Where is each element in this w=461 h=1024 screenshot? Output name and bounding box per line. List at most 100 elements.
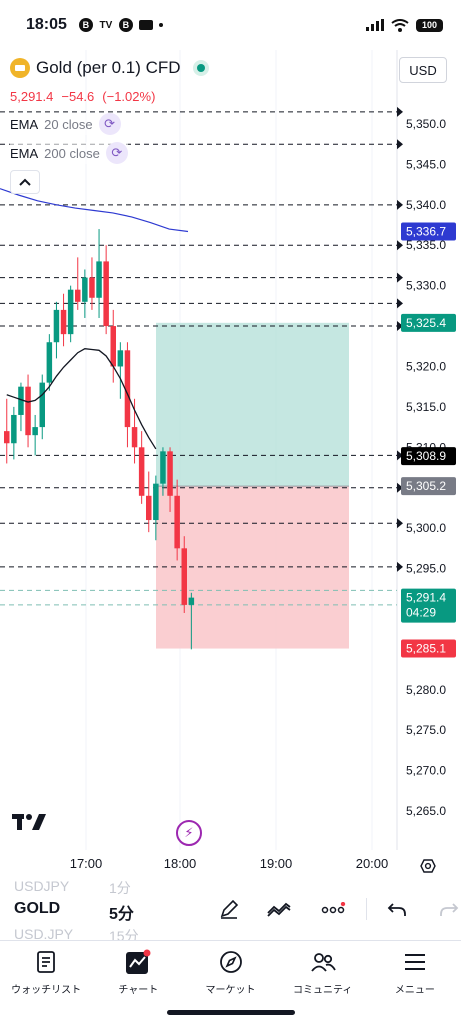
level-arrow-icon [397,518,403,529]
nav-watchlist[interactable]: ウォッチリスト [0,941,92,1024]
price-label-value: 5,325.4 [406,316,446,330]
dot-icon [158,23,163,27]
level-arrow-icon [397,561,403,572]
candle-body [46,342,53,383]
price-tick-label: 5,345.0 [406,157,446,171]
nav-chart[interactable]: チャート [92,941,184,1024]
more-options-icon[interactable] [320,896,346,922]
price-change-pct: (−1.02%) [102,89,156,104]
candle-body [117,350,124,367]
nav-label: マーケット [205,985,256,996]
candle-body [188,597,195,605]
level-arrow-icon [397,139,403,150]
compass-icon [218,949,244,975]
status-time: 18:05 [26,16,67,33]
price-label-value: 5,305.2 [406,479,446,493]
card-icon [138,20,153,30]
nav-menu[interactable]: メニュー [369,941,461,1024]
price-label-badge [401,477,456,496]
indicators-icon[interactable] [266,896,292,922]
interval-picker[interactable]: 5分 [109,906,134,923]
price-label-badge [401,639,456,658]
interval-ghost: 1分 [109,880,131,896]
gold-bar-icon [10,58,30,78]
redo-icon[interactable] [436,896,461,922]
price-chart[interactable]: 5,350.0 5,345.0 5,340.0 5,335.0 5,330.0 5,325… [0,50,461,850]
candle-body [146,495,152,521]
time-axis: 17:00 18:00 19:00 20:00 [0,852,461,878]
chart-toolbar: USDJPY 1分 GOLD 5分 USD.JPY 15分 [0,878,461,944]
tradingview-logo [12,812,48,837]
candle-body [167,451,173,496]
candle-body [89,277,95,298]
candle-body [181,548,187,605]
signal-icon [366,19,384,31]
countdown-label: 04:29 [406,606,436,620]
price-tick-label: 5,280.0 [406,683,446,697]
tradingview-app-icon: TV [98,18,113,32]
indicator-ema200[interactable]: EMA 200 close ⟳ [10,142,128,164]
candle-body [39,382,45,428]
candle-body [32,427,38,436]
app-b-icon: B [78,18,93,32]
price-label-badge [401,313,456,332]
candle-body [138,447,145,496]
level-arrow-icon [397,199,403,210]
undo-icon[interactable] [384,896,410,922]
drawing-tool-icon[interactable] [216,896,242,922]
status-bar: 18:05 B TV B 100 [0,0,461,50]
symbol-picker[interactable]: GOLD [14,900,61,917]
time-tick: 20:00 [355,856,389,871]
price-tick-label: 5,270.0 [406,764,446,778]
price-label-value: 5,336.7 [406,224,446,238]
candle-body [82,277,88,302]
candle-body [4,431,10,444]
level-arrow-icon [397,450,403,461]
nav-label: ウォッチリスト [11,985,82,996]
indicator-params: 20 close [44,116,93,132]
time-tick: 19:00 [259,856,293,871]
currency-select[interactable]: USD [399,57,447,83]
watchlist-icon [33,949,59,975]
menu-icon [402,949,428,975]
candle-body [103,261,109,327]
level-arrow-icon [397,240,403,251]
price-label-badge [401,447,456,466]
symbol-header[interactable]: Gold (per 0.1) CFD [10,58,209,78]
refresh-icon[interactable]: ⟳ [105,142,128,164]
price-label-value: 5,308.9 [406,449,446,463]
status-app-icons: B TV B [78,18,163,32]
candle-body [11,414,17,444]
nav-community[interactable]: コミュニティ [277,941,369,1024]
candle-body [124,350,131,428]
candle-body [174,495,180,549]
nav-market[interactable]: マーケット [184,941,276,1024]
symbol-title[interactable]: Gold (per 0.1) CFD [36,58,181,77]
price-label-value: 5,285.1 [406,642,446,656]
candle-body [25,386,31,436]
level-arrow-icon [397,106,403,117]
community-icon [310,949,336,975]
price-tick-label: 5,320.0 [406,359,446,373]
chart-icon [125,949,151,975]
toolbar-divider [366,898,367,920]
level-arrow-icon [397,298,403,309]
time-tick: 18:00 [163,856,197,871]
candle-body [18,386,24,415]
indicator-ema20[interactable]: EMA 20 close ⟳ [10,113,121,135]
nav-label: メニュー [394,985,435,996]
price-tick-label: 5,340.0 [406,198,446,212]
gear-icon[interactable] [418,856,438,876]
price-tick-label: 5,335.0 [406,238,446,252]
market-open-icon [192,60,209,76]
refresh-icon[interactable]: ⟳ [98,113,121,135]
flash-icon[interactable]: ⚡ [176,820,202,846]
ema200-line [0,188,189,233]
candle-body [75,289,81,302]
collapse-legend-button[interactable] [10,170,40,194]
price-tick-label: 5,295.0 [406,562,446,576]
candle-body [160,451,166,484]
battery-icon: 100 [416,18,443,32]
indicator-params: 200 close [44,145,100,161]
candle-body [131,427,138,448]
